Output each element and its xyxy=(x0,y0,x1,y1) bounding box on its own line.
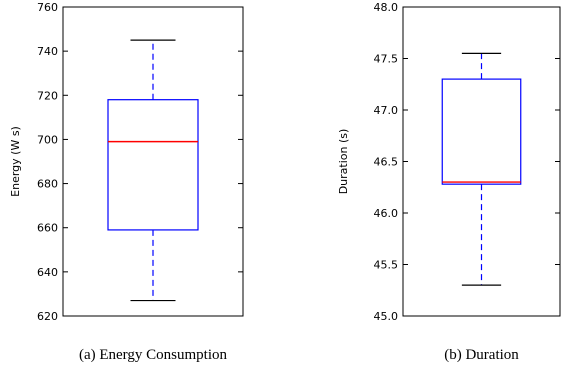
y-axis-label: Duration (s) xyxy=(337,129,350,195)
y-tick-label: 640 xyxy=(37,266,58,279)
plot-frame xyxy=(62,6,244,317)
y-tick-label: 47.5 xyxy=(374,53,399,66)
y-tick-label: 700 xyxy=(37,133,58,146)
figure-caption: (a) Energy Consumption xyxy=(79,347,228,363)
y-tick-label: 760 xyxy=(37,1,58,14)
figure-caption: (b) Duration xyxy=(444,347,519,363)
y-tick-label: 680 xyxy=(37,178,58,191)
y-tick-label: 720 xyxy=(37,89,58,102)
y-tick-label: 46.0 xyxy=(374,207,399,220)
y-axis-label: Energy (W s) xyxy=(9,126,22,197)
y-tick-label: 45.5 xyxy=(374,259,399,272)
y-tick-label: 45.0 xyxy=(374,310,399,323)
chart-panel-duration: 45.0 45.5 46.0 46.5 47.0 47.5 48.0 Duration (s)… xyxy=(337,1,561,363)
y-tick-label: 46.5 xyxy=(374,156,399,169)
y-tick-label: 47.0 xyxy=(374,104,399,117)
y-tick-label: 620 xyxy=(37,310,58,323)
y-tick-label: 660 xyxy=(37,222,58,235)
iqr-box xyxy=(107,99,199,231)
y-tick-label: 740 xyxy=(37,45,58,58)
iqr-box xyxy=(441,78,522,185)
chart-panel-energy: 620 640 660 680 700 720 740 760 Energy (W s) (a) … xyxy=(9,1,244,363)
y-tick-label: 48.0 xyxy=(374,1,399,14)
